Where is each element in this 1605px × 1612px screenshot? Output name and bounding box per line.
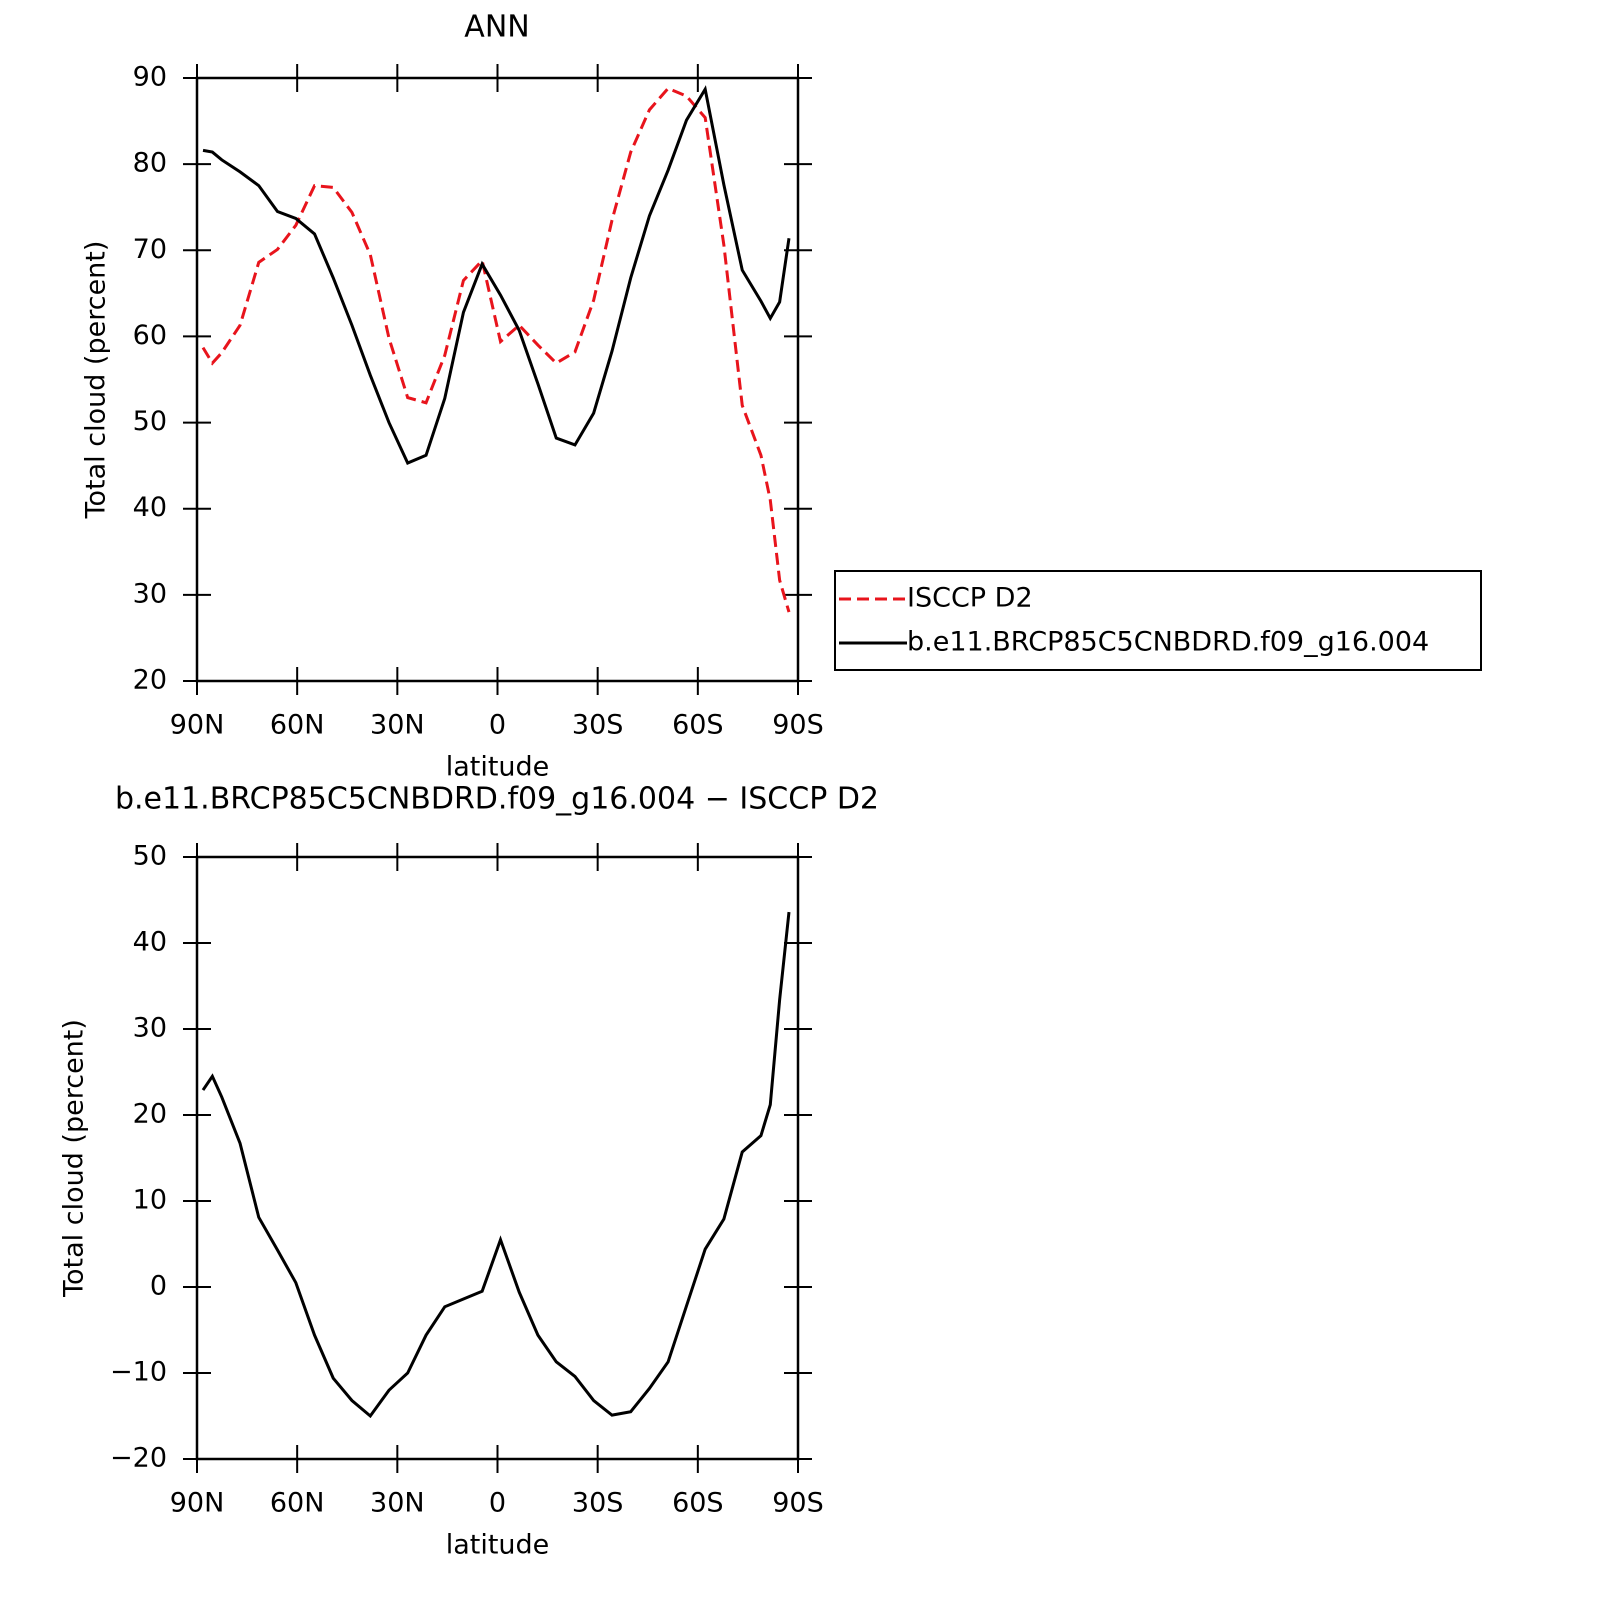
- y-tick-label: 60: [133, 320, 167, 351]
- x-tick-label: 30N: [370, 1488, 425, 1519]
- x-tick-label: 90N: [170, 710, 225, 741]
- x-tick-label: 60N: [270, 1488, 325, 1519]
- y-tick-label: 50: [133, 841, 167, 872]
- y-tick-label: −10: [110, 1357, 167, 1388]
- y-tick-label: 20: [133, 665, 167, 696]
- y-tick-label: 30: [133, 1013, 167, 1044]
- chart-title: ANN: [464, 10, 529, 45]
- y-tick-label: 0: [150, 1271, 167, 1302]
- x-tick-label: 0: [489, 710, 506, 741]
- plot-frame: [195, 855, 800, 1461]
- y-tick-label: 40: [133, 492, 167, 523]
- x-tick-label: 0: [489, 1488, 506, 1519]
- y-tick-label: 20: [133, 1099, 167, 1130]
- y-tick-label: 30: [133, 578, 167, 609]
- data-line: [201, 911, 791, 1419]
- x-tick-label: 30S: [572, 710, 624, 741]
- x-tick-label: 60S: [672, 710, 724, 741]
- legend-box: [834, 570, 1482, 671]
- x-axis-label: latitude: [446, 752, 550, 783]
- y-tick-label: 80: [133, 148, 167, 179]
- data-line: [201, 86, 791, 613]
- y-tick-label: 90: [133, 62, 167, 93]
- legend-label: ISCCP D2: [907, 583, 1033, 614]
- x-axis-label: latitude: [446, 1530, 550, 1561]
- y-tick-label: 10: [133, 1185, 167, 1216]
- x-tick-label: 90N: [170, 1488, 225, 1519]
- x-tick-label: 30N: [370, 710, 425, 741]
- x-tick-label: 60S: [672, 1488, 724, 1519]
- y-tick-label: 50: [133, 406, 167, 437]
- x-tick-label: 90S: [772, 1488, 824, 1519]
- x-tick-label: 30S: [572, 1488, 624, 1519]
- legend-label: b.e11.BRCP85C5CNBDRD.f09_g16.004: [907, 627, 1429, 658]
- plot-frame: [195, 76, 800, 683]
- y-tick-label: 70: [133, 234, 167, 265]
- y-axis-label: Total cloud (percent): [81, 241, 112, 520]
- y-axis-label: Total cloud (percent): [59, 1019, 90, 1298]
- y-tick-label: −20: [110, 1443, 167, 1474]
- data-line: [202, 85, 791, 466]
- x-tick-label: 60N: [270, 710, 325, 741]
- y-tick-label: 40: [133, 927, 167, 958]
- chart-title: b.e11.BRCP85C5CNBDRD.f09_g16.004 − ISCCP…: [115, 782, 879, 817]
- x-tick-label: 90S: [772, 710, 824, 741]
